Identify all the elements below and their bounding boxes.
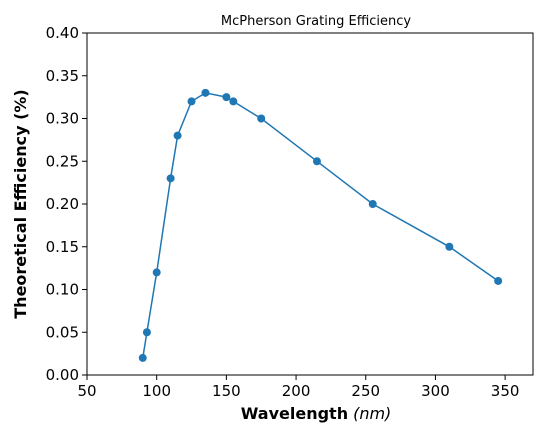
y-tick-label: 0.30 (46, 110, 79, 128)
data-point (229, 97, 238, 106)
data-point (312, 157, 321, 166)
data-point (445, 242, 454, 251)
y-tick-label: 0.40 (46, 24, 79, 42)
y-axis: 0.00 0.05 0.10 0.15 0.20 0.25 0.30 0.35 0.40 (46, 24, 87, 384)
x-tick-label: 350 (491, 382, 520, 400)
x-tick-label: 200 (282, 382, 311, 400)
y-tick-label: 0.05 (46, 323, 79, 341)
data-point (494, 276, 503, 285)
data-point (187, 97, 196, 106)
x-axis-label: Wavelength (nm) (241, 404, 392, 423)
x-tick-label: 250 (351, 382, 380, 400)
data-point (368, 200, 377, 208)
y-tick-label: 0.20 (46, 195, 79, 213)
data-point (142, 328, 151, 337)
plot-area-frame (86, 32, 534, 376)
y-tick-label: 0.15 (46, 238, 79, 256)
data-point (152, 268, 161, 277)
chart-title: McPherson Grating Efficiency (221, 14, 412, 29)
y-tick-label: 0.10 (46, 281, 79, 299)
data-point (166, 174, 175, 183)
data-point (201, 88, 210, 97)
x-axis: 50 100 150 200 250 300 350 (77, 375, 519, 400)
x-tick-label: 50 (77, 382, 96, 400)
data-point (257, 114, 266, 123)
data-point (138, 353, 147, 362)
x-tick-label: 300 (421, 382, 450, 400)
y-tick-label: 0.00 (46, 366, 79, 384)
x-tick-label: 150 (212, 382, 241, 400)
y-tick-label: 0.35 (46, 67, 79, 85)
y-tick-label: 0.25 (46, 152, 79, 170)
series-points (138, 88, 503, 362)
data-point (222, 93, 231, 102)
x-axis-label-text: Wavelength (241, 404, 348, 423)
x-tick-label: 100 (142, 382, 171, 400)
y-axis-label: Theoretical Efficiency (%) (11, 89, 30, 318)
data-point (173, 131, 182, 140)
x-axis-label-unit: (nm) (353, 404, 391, 423)
series-line (142, 92, 499, 359)
